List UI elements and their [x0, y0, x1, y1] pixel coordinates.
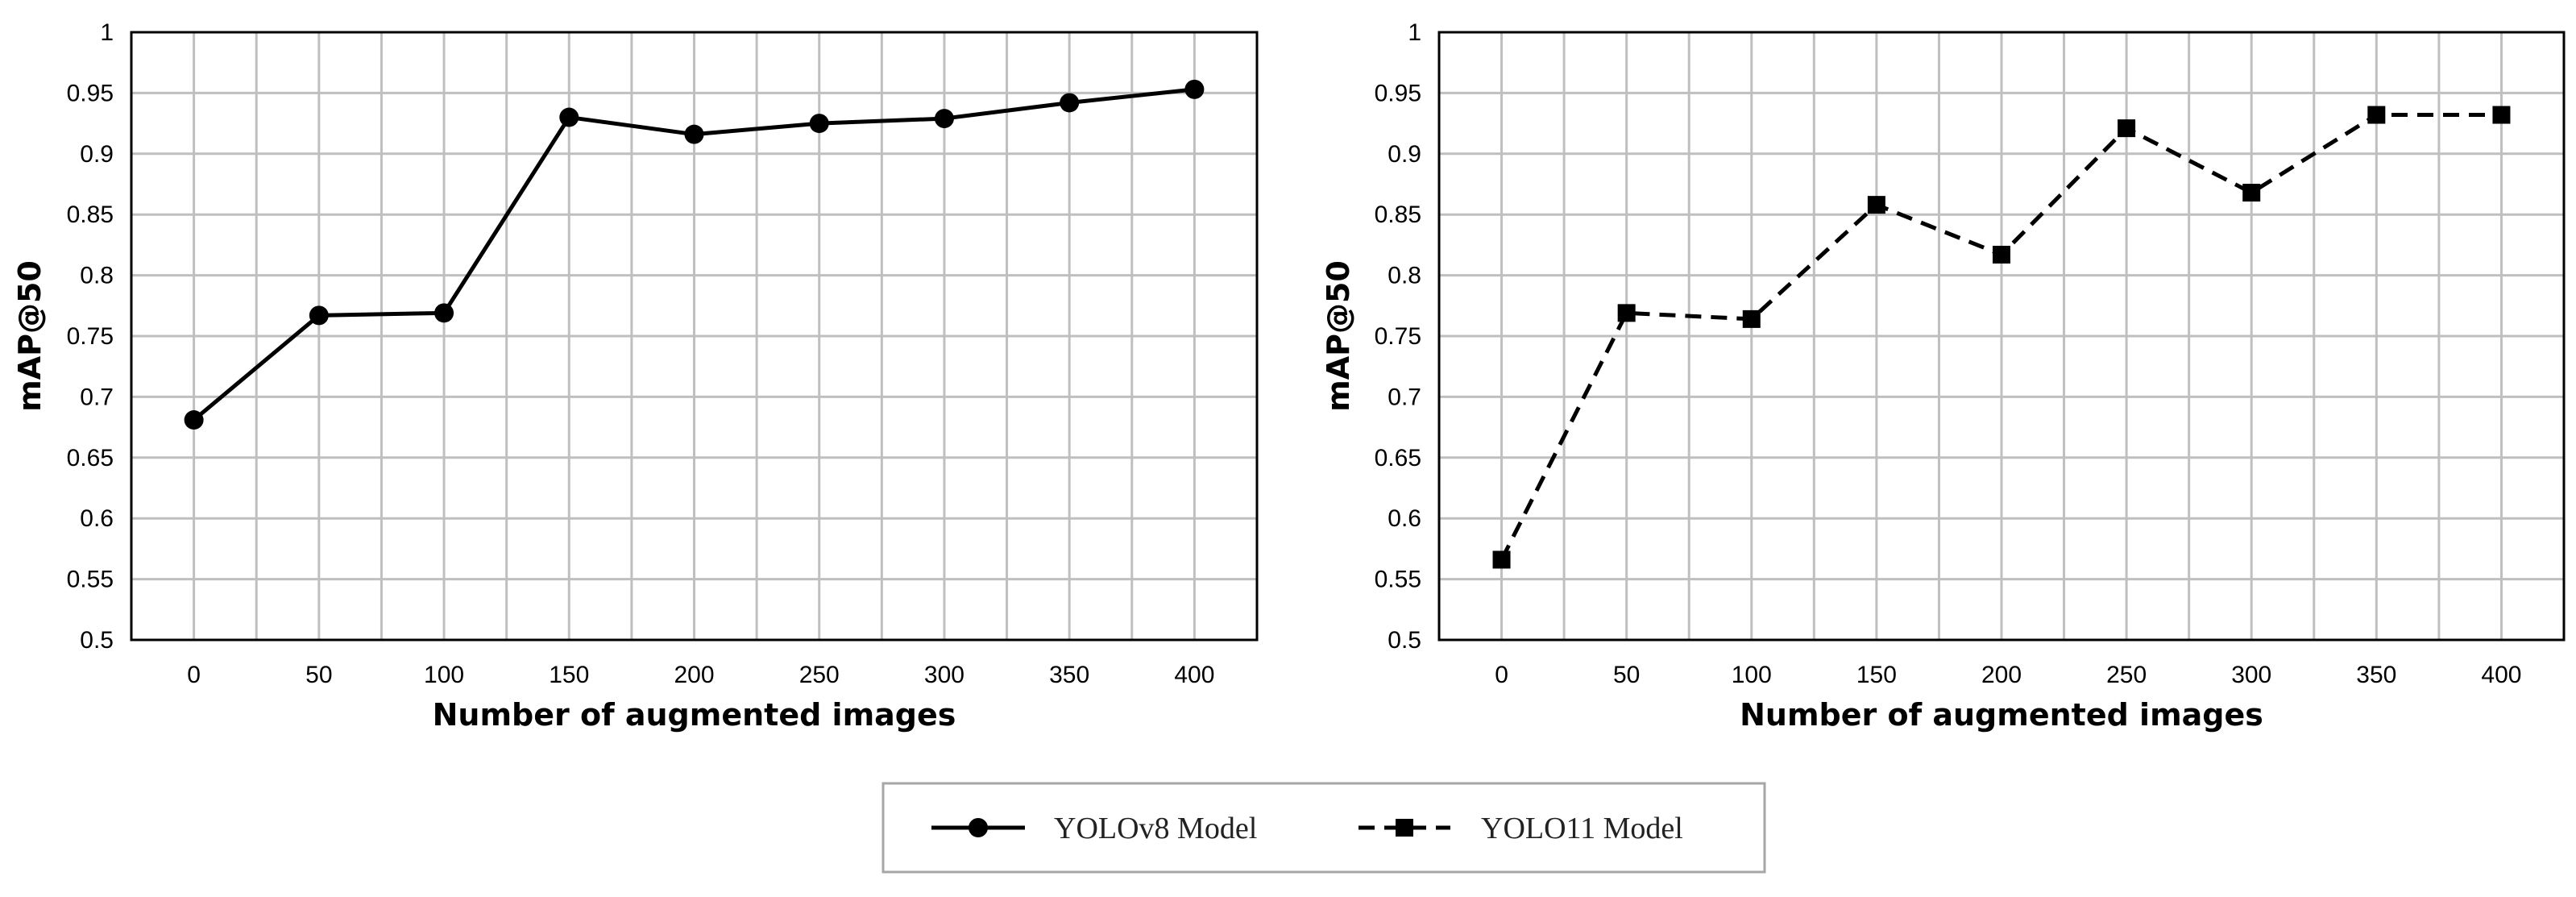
data-point: [2492, 106, 2511, 124]
y-axis-title: mAP@50: [12, 260, 48, 412]
y-tick-label: 1: [1408, 19, 1421, 46]
y-tick-label: 0.95: [1375, 80, 1421, 106]
x-tick-label: 300: [2231, 662, 2271, 688]
legend-label: YOLO11 Model: [1481, 812, 1683, 845]
data-point: [184, 410, 204, 430]
y-tick-label: 0.9: [80, 141, 114, 168]
legend-label: YOLOv8 Model: [1054, 812, 1257, 845]
y-tick-label: 0.75: [1375, 323, 1421, 350]
y-tick-label: 0.55: [67, 567, 114, 593]
chart-panel-1: 0.5 0.55 0.6 0.65 0.7 0.75 0.8 0.85 0.9 0.95 1 0 50 1…: [12, 19, 1259, 733]
chart-panel-2: 0.5 0.55 0.6 0.65 0.7 0.75 0.8 0.85 0.9 0.95 1 0 50 1…: [1321, 19, 2566, 733]
data-point: [2367, 106, 2386, 124]
data-point: [1492, 550, 1511, 569]
legend: YOLOv8 Model YOLO11 Model: [881, 782, 1766, 874]
y-tick-label: 0.7: [1388, 384, 1421, 410]
x-tick-label: 400: [1174, 662, 1214, 688]
y-tick-label: 0.8: [1388, 263, 1421, 289]
data-point: [684, 124, 704, 144]
plot-frame: [130, 31, 1259, 642]
data-point: [1742, 309, 1761, 328]
data-point: [809, 114, 829, 134]
x-tick-label: 50: [305, 662, 332, 688]
data-point: [434, 303, 454, 323]
x-tick-label: 100: [424, 662, 464, 688]
y-tick-label: 0.8: [80, 263, 114, 289]
data-point: [309, 305, 329, 326]
y-tick-label: 0.55: [1375, 567, 1421, 593]
y-tick-label: 0.6: [1388, 505, 1421, 532]
y-tick-label: 0.85: [67, 201, 114, 228]
x-axis-title: Number of augmented images: [1740, 697, 2263, 733]
x-tick-label: 350: [2356, 662, 2396, 688]
x-tick-label: 150: [1856, 662, 1897, 688]
y-axis-title: mAP@50: [1321, 260, 1356, 412]
data-point: [2118, 119, 2136, 138]
x-tick-label: 200: [1981, 662, 2022, 688]
x-tick-label: 300: [924, 662, 964, 688]
data-point: [1867, 196, 1885, 214]
plot-frame: [1437, 31, 2566, 642]
x-tick-label: 100: [1732, 662, 1772, 688]
y-tick-label: 0.6: [80, 505, 114, 532]
data-point: [934, 109, 954, 129]
data-point: [1993, 245, 2010, 264]
x-tick-label: 150: [549, 662, 589, 688]
data-point: [2242, 184, 2261, 202]
y-tick-label: 0.75: [67, 323, 114, 350]
x-tick-label: 350: [1049, 662, 1089, 688]
y-tick-label: 0.5: [1388, 627, 1421, 654]
legend-box: [881, 782, 1766, 874]
y-tick-label: 0.65: [67, 445, 114, 471]
y-tick-label: 0.9: [1388, 141, 1421, 168]
legend-marker-square: [1396, 819, 1413, 837]
x-tick-label: 0: [1495, 662, 1508, 688]
y-tick-label: 0.95: [67, 80, 114, 106]
y-tick-label: 1: [100, 19, 114, 46]
x-tick-label: 50: [1613, 662, 1640, 688]
legend-marker-circle: [969, 818, 988, 837]
x-tick-label: 250: [2106, 662, 2147, 688]
y-tick-label: 0.85: [1375, 201, 1421, 228]
y-tick-label: 0.7: [80, 384, 114, 410]
x-tick-label: 400: [2481, 662, 2521, 688]
y-tick-label: 0.65: [1375, 445, 1421, 471]
data-point: [1060, 93, 1080, 113]
data-point: [1617, 304, 1636, 322]
x-tick-label: 0: [187, 662, 201, 688]
y-tick-label: 0.5: [80, 627, 114, 654]
x-tick-label: 200: [674, 662, 714, 688]
data-point: [559, 107, 579, 127]
data-point: [1184, 79, 1205, 99]
x-tick-label: 250: [799, 662, 840, 688]
x-axis-title: Number of augmented images: [433, 697, 956, 733]
